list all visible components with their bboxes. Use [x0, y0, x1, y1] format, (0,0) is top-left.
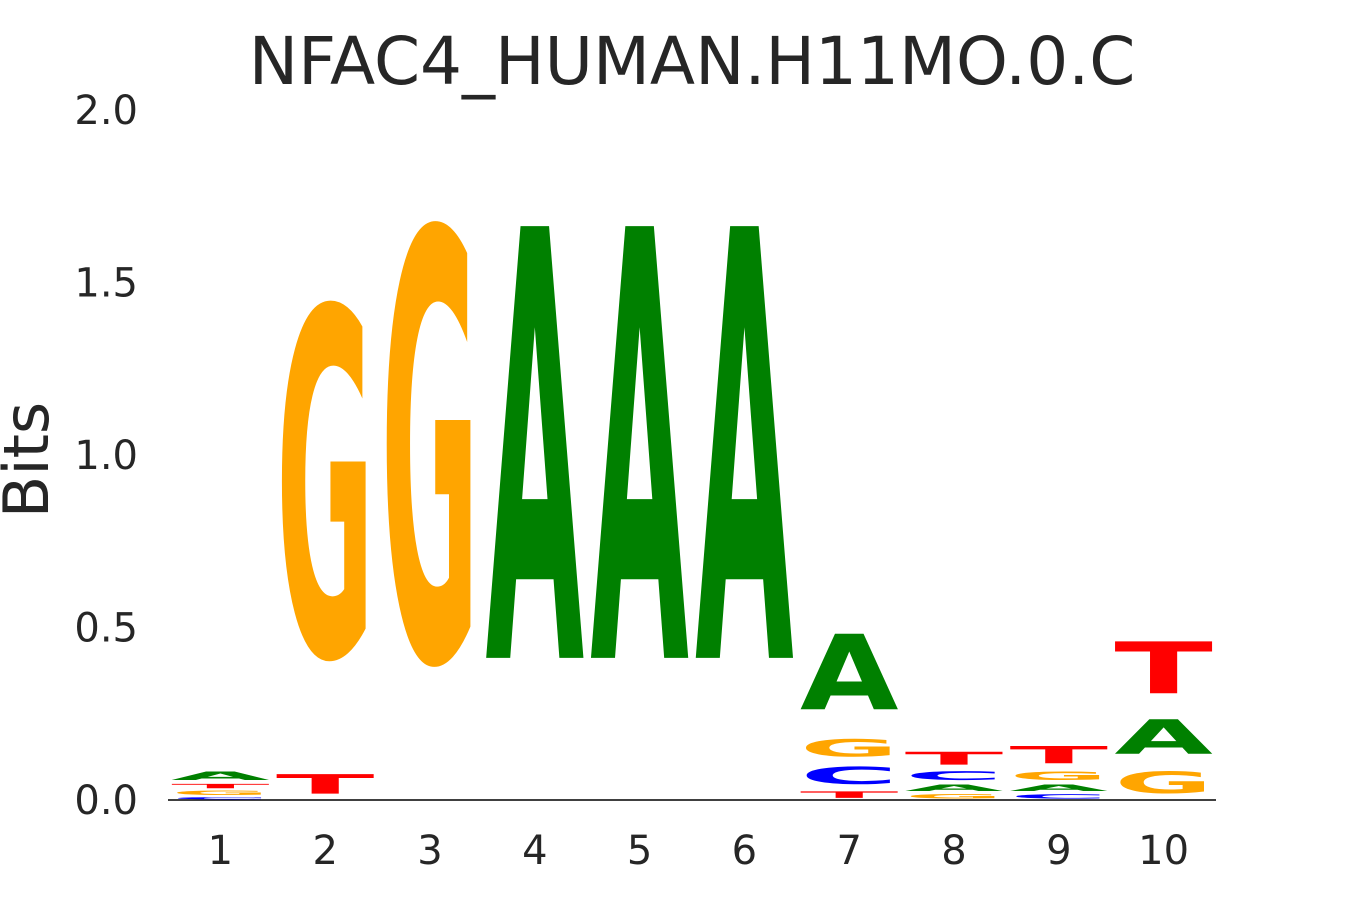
logo-letter-g: G — [1114, 765, 1212, 800]
x-tick-label: 3 — [417, 828, 442, 874]
logo-letter-c: C — [1010, 793, 1109, 800]
y-axis-ticks: 0.0 0.5 1.0 1.5 2.0 — [74, 88, 138, 824]
x-tick-label: 9 — [1046, 828, 1071, 874]
x-tick-label: 6 — [732, 828, 757, 874]
y-tick-label: 0.0 — [74, 778, 138, 824]
logo-letter-c: C — [171, 797, 270, 800]
x-tick-label: 4 — [522, 828, 547, 874]
x-tick-label: 1 — [208, 828, 233, 874]
logo-letter-c: C — [905, 769, 1004, 783]
x-tick-label: 2 — [312, 828, 337, 874]
logo-letter-a: A — [171, 769, 270, 783]
x-tick-label: 7 — [836, 828, 861, 874]
y-tick-label: 2.0 — [74, 88, 138, 134]
logo-letter-g: G — [276, 212, 375, 767]
logo-letter-t: T — [276, 769, 375, 800]
logo-letter-g: G — [171, 790, 269, 797]
x-axis-ticks: 1 2 3 4 5 6 7 8 9 10 — [208, 828, 1189, 874]
chart-title: NFAC4_HUMAN.H11MO.0.C — [249, 23, 1136, 100]
x-tick-label: 10 — [1138, 828, 1189, 874]
y-tick-label: 0.5 — [74, 606, 138, 652]
logo-letter-a: A — [695, 109, 794, 799]
logo-letter-c: C — [800, 762, 899, 790]
y-axis-label: Bits — [0, 402, 63, 518]
logo-letter-t: T — [171, 783, 270, 790]
x-tick-label: 5 — [627, 828, 652, 874]
logo-letter-g: G — [381, 113, 480, 799]
logo-letter-g: G — [1010, 769, 1109, 783]
logo-letter-g: G — [905, 793, 1003, 800]
logo-letter-a: A — [1010, 783, 1109, 793]
y-tick-label: 1.0 — [74, 433, 138, 479]
logo-letter-a: A — [800, 614, 899, 735]
logo-letter-a: A — [905, 783, 1004, 793]
logo-letter-g: G — [800, 735, 899, 762]
logo-letter-t: T — [800, 790, 899, 800]
logo-letter-a: A — [1114, 710, 1212, 765]
logo-letter-t: T — [1010, 742, 1109, 769]
logo-letter-t: T — [905, 748, 1004, 769]
y-tick-label: 1.5 — [74, 261, 138, 307]
logo-letter-a: A — [486, 109, 585, 799]
logo-letter-t: T — [1114, 627, 1213, 710]
x-tick-label: 8 — [941, 828, 966, 874]
logo-letter-a: A — [590, 109, 689, 799]
